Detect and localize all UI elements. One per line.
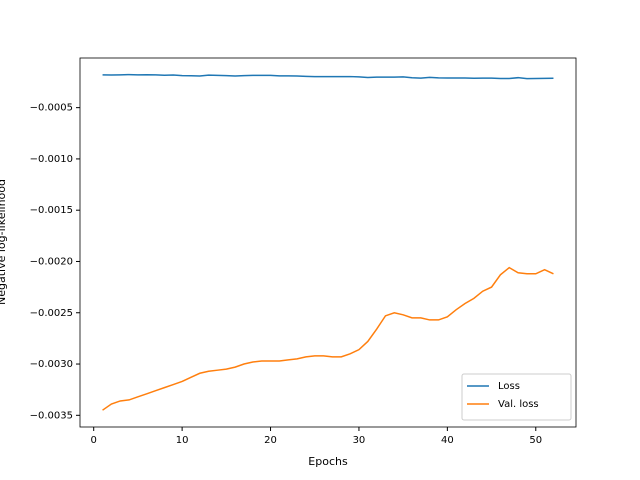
y-tick-label: −0.0030: [30, 359, 73, 370]
x-tick-label: 50: [529, 435, 542, 446]
y-tick-label: −0.0025: [30, 308, 73, 319]
y-tick-label: −0.0010: [30, 154, 73, 165]
x-tick-label: 10: [176, 435, 189, 446]
legend-box: [461, 373, 572, 421]
x-axis-label: Epochs: [308, 455, 348, 468]
y-axis-label: Negative log-likelihood: [0, 179, 8, 305]
x-tick-label: 40: [441, 435, 454, 446]
x-tick-label: 20: [264, 435, 277, 446]
legend-label: Val. loss: [498, 399, 539, 410]
y-tick-label: −0.0035: [30, 410, 73, 421]
line-series: [102, 266, 554, 411]
x-tick-label: 0: [91, 435, 97, 446]
y-tick-label: −0.0020: [30, 256, 73, 267]
axes-frame: [79, 57, 577, 428]
legend-label: Loss: [498, 381, 520, 392]
y-tick-label: −0.0005: [30, 103, 73, 114]
y-tick-label: −0.0015: [30, 205, 73, 216]
x-tick-label: 30: [353, 435, 366, 446]
line-series: [102, 73, 554, 80]
